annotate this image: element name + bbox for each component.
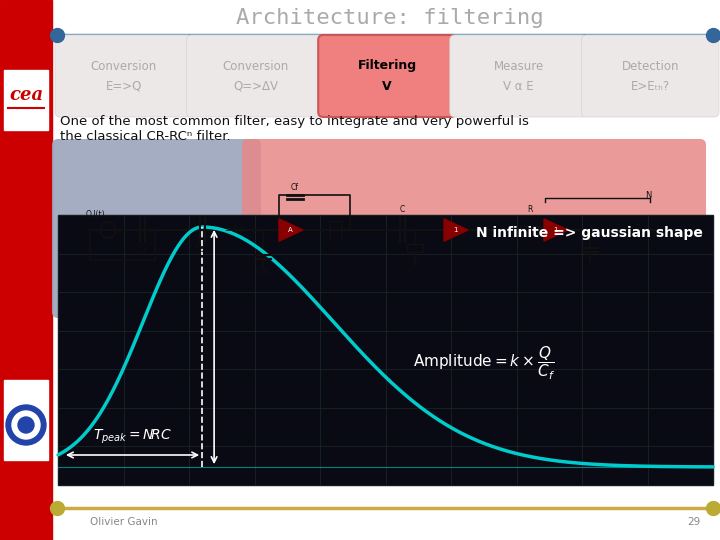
FancyBboxPatch shape — [52, 139, 261, 318]
Circle shape — [18, 417, 34, 433]
Bar — [407, 244, 423, 252]
Bar — [0, 0, 52, 540]
Text: cea: cea — [9, 86, 43, 104]
Text: E>Eₜₕ?: E>Eₜₕ? — [631, 79, 670, 92]
Text: R: R — [527, 206, 533, 214]
Text: Cf: Cf — [291, 184, 299, 192]
FancyBboxPatch shape — [55, 35, 193, 117]
Text: N infinite => gaussian shape: N infinite => gaussian shape — [476, 226, 703, 240]
Text: Detection: Detection — [621, 59, 679, 72]
Text: Filtering: Filtering — [357, 59, 417, 72]
Text: 29: 29 — [687, 517, 700, 527]
Text: C: C — [588, 253, 593, 262]
Text: $T_{peak}=N\!RC$: $T_{peak}=N\!RC$ — [93, 428, 172, 446]
Text: Cp: Cp — [195, 246, 205, 254]
Circle shape — [12, 411, 40, 439]
Text: N: N — [645, 191, 651, 199]
Text: $\mathrm{Amplitude} = k\times\dfrac{Q}{C_f}$: $\mathrm{Amplitude} = k\times\dfrac{Q}{C… — [413, 345, 555, 382]
Text: Conversion: Conversion — [91, 59, 157, 72]
Bar — [4, 70, 48, 130]
FancyBboxPatch shape — [582, 35, 719, 117]
Text: Architecture: filtering: Architecture: filtering — [236, 8, 544, 28]
Polygon shape — [279, 219, 303, 241]
Text: Q,I(t): Q,I(t) — [85, 210, 105, 219]
FancyBboxPatch shape — [450, 35, 588, 117]
Text: Q=>ΔV: Q=>ΔV — [233, 79, 278, 92]
Text: Ci: Ci — [138, 246, 145, 254]
Bar — [4, 380, 48, 460]
Text: 1: 1 — [453, 227, 457, 233]
Text: R: R — [413, 253, 418, 262]
Bar — [58, 215, 713, 485]
FancyBboxPatch shape — [318, 35, 456, 117]
Text: the classical CR-RCⁿ filter.: the classical CR-RCⁿ filter. — [60, 130, 230, 143]
Text: Olivier Gavin: Olivier Gavin — [90, 517, 158, 527]
Polygon shape — [444, 219, 468, 241]
Text: C: C — [400, 206, 405, 214]
Bar — [520, 226, 540, 234]
Circle shape — [6, 405, 46, 445]
Text: One of the most common filter, easy to integrate and very powerful is: One of the most common filter, easy to i… — [60, 116, 529, 129]
Text: Conversion: Conversion — [222, 59, 289, 72]
FancyBboxPatch shape — [242, 139, 706, 318]
Text: E=>Q: E=>Q — [106, 79, 142, 92]
FancyBboxPatch shape — [186, 35, 324, 117]
Text: 1: 1 — [553, 227, 557, 233]
Text: = Cp: = Cp — [225, 226, 244, 234]
Text: V: V — [382, 79, 392, 92]
Text: A: A — [288, 227, 292, 233]
Polygon shape — [544, 219, 568, 241]
Text: Measure: Measure — [493, 59, 544, 72]
Text: Cin: Cin — [257, 267, 269, 276]
Text: V α E: V α E — [503, 79, 534, 92]
